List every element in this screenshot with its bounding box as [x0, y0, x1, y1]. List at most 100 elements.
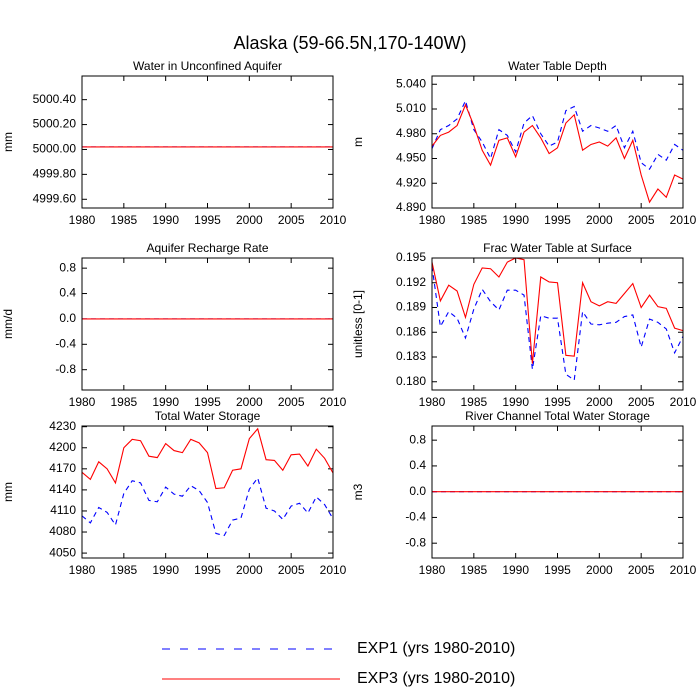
x-tick-label: 1980 — [69, 395, 96, 409]
x-tick-label: 1995 — [194, 395, 221, 409]
x-tick-label: 2005 — [628, 213, 655, 227]
panel-title: Total Water Storage — [155, 409, 261, 423]
plot-frame — [431, 75, 684, 209]
y-tick-label: 0.186 — [396, 324, 426, 338]
x-tick-label: 1980 — [69, 563, 96, 577]
y-tick-label: 4999.60 — [33, 191, 77, 205]
x-tick-label: 1995 — [544, 563, 571, 577]
x-tick-label: 1985 — [110, 213, 137, 227]
legend-label: EXP1 (yrs 1980-2010) — [357, 640, 515, 657]
x-tick-label: 1990 — [502, 563, 529, 577]
y-tick-label: 4110 — [50, 503, 76, 517]
y-tick-label: 5000.20 — [33, 117, 77, 131]
y-tick-label: 0.4 — [59, 286, 76, 300]
panel-title: Water in Unconfined Aquifer — [133, 59, 282, 73]
y-tick-label: 0.183 — [396, 349, 426, 363]
panel-title: Frac Water Table at Surface — [483, 241, 632, 255]
x-tick-label: 1980 — [419, 213, 446, 227]
series-line — [431, 257, 684, 364]
x-tick-label: 1985 — [460, 395, 487, 409]
y-axis-label: mm — [1, 132, 15, 152]
x-tick-label: 1990 — [152, 563, 179, 577]
y-tick-label: 4080 — [49, 524, 76, 538]
y-tick-label: -0.8 — [405, 535, 426, 549]
plot-frame — [81, 257, 334, 391]
x-tick-label: 2010 — [670, 563, 697, 577]
y-tick-label: 0.0 — [409, 484, 426, 498]
y-tick-label: 0.4 — [409, 458, 426, 472]
y-tick-label: 5000.40 — [33, 92, 77, 106]
y-tick-label: 4230 — [49, 419, 76, 433]
x-tick-label: 2010 — [670, 213, 697, 227]
y-tick-label: 5.010 — [396, 101, 426, 115]
x-tick-label: 1980 — [419, 395, 446, 409]
x-tick-label: 2000 — [236, 395, 263, 409]
x-tick-label: 2000 — [236, 213, 263, 227]
y-axis-label: m — [351, 137, 365, 147]
y-tick-label: 4140 — [49, 482, 76, 496]
x-tick-label: 2005 — [278, 395, 305, 409]
panel-title: Aquifer Recharge Rate — [146, 241, 268, 255]
y-axis-label: m3 — [351, 483, 365, 500]
y-tick-label: 4.950 — [396, 151, 426, 165]
y-tick-label: -0.8 — [55, 362, 76, 376]
panel-title: Water Table Depth — [508, 59, 607, 73]
y-tick-label: 4.980 — [396, 126, 426, 140]
x-tick-label: 1985 — [110, 563, 137, 577]
y-axis-label: mm — [1, 482, 15, 502]
x-tick-label: 1995 — [194, 563, 221, 577]
y-tick-label: 4999.80 — [33, 167, 77, 181]
plot-frame — [81, 425, 334, 559]
y-tick-label: 4170 — [49, 461, 76, 475]
x-tick-label: 2000 — [586, 395, 613, 409]
y-tick-label: 0.192 — [396, 275, 426, 289]
x-tick-label: 2005 — [278, 213, 305, 227]
x-tick-label: 2000 — [236, 563, 263, 577]
legend-label: EXP3 (yrs 1980-2010) — [357, 670, 515, 687]
x-tick-label: 1990 — [502, 395, 529, 409]
series-line — [431, 103, 684, 204]
x-tick-label: 2010 — [670, 395, 697, 409]
x-tick-label: 2000 — [586, 213, 613, 227]
x-tick-label: 1995 — [544, 395, 571, 409]
x-tick-label: 1985 — [460, 563, 487, 577]
plot-frame — [81, 75, 334, 209]
y-tick-label: 0.0 — [59, 311, 76, 325]
x-tick-label: 1985 — [110, 395, 137, 409]
y-tick-label: 5000.00 — [33, 142, 77, 156]
y-tick-label: 0.189 — [396, 300, 426, 314]
x-tick-label: 2010 — [320, 395, 347, 409]
y-tick-label: 4200 — [49, 440, 76, 454]
series-line — [81, 476, 334, 537]
y-tick-label: 5.040 — [396, 76, 426, 90]
y-axis-label: mm/d — [1, 309, 15, 339]
series-line — [431, 266, 684, 382]
x-tick-label: 2005 — [628, 395, 655, 409]
y-tick-label: 4050 — [49, 545, 76, 559]
x-tick-label: 2005 — [628, 563, 655, 577]
y-axis-label: unitless [0-1] — [351, 290, 365, 358]
plot-frame — [431, 257, 684, 391]
y-tick-label: 0.8 — [59, 260, 76, 274]
x-tick-label: 1990 — [502, 213, 529, 227]
x-tick-label: 2000 — [586, 563, 613, 577]
series-line — [81, 427, 334, 490]
y-tick-label: 4.920 — [396, 175, 426, 189]
x-tick-label: 1995 — [194, 213, 221, 227]
y-tick-label: 0.180 — [396, 374, 426, 388]
x-tick-label: 1980 — [419, 563, 446, 577]
y-tick-label: 0.8 — [409, 432, 426, 446]
x-tick-label: 1995 — [544, 213, 571, 227]
panel-title: River Channel Total Water Storage — [465, 409, 650, 423]
x-tick-label: 2010 — [320, 213, 347, 227]
series-line — [431, 99, 684, 171]
x-tick-label: 2005 — [278, 563, 305, 577]
x-tick-label: 1990 — [152, 395, 179, 409]
x-tick-label: 1985 — [460, 213, 487, 227]
x-tick-label: 1990 — [152, 213, 179, 227]
plot-frame — [431, 425, 684, 559]
x-tick-label: 2010 — [320, 563, 347, 577]
x-tick-label: 1980 — [69, 213, 96, 227]
